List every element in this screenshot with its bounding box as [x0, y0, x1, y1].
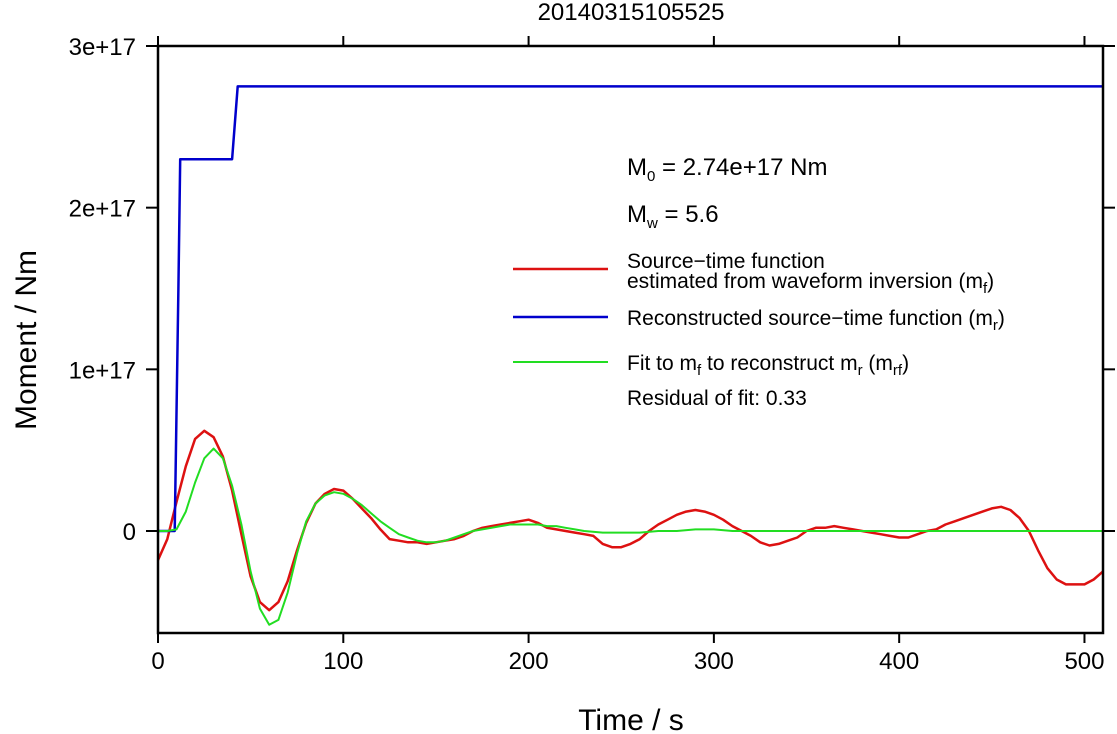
- y-tick-label: 3e+17: [69, 34, 136, 61]
- legend-label-mf-line1: Source−time function: [627, 250, 825, 273]
- legend-label-mr: Reconstructed source−time function (mr): [627, 307, 1005, 334]
- plot-frame: [156, 44, 1105, 635]
- x-tick-label: 100: [323, 648, 363, 675]
- x-tick-label: 300: [694, 648, 734, 675]
- x-tick-label: 400: [879, 648, 919, 675]
- legend: Source−time function estimated from wave…: [513, 250, 1005, 410]
- x-axis-title: Time / s: [578, 704, 684, 734]
- series-line-mr: [158, 85, 1103, 533]
- mw-annotation: Mw = 5.6: [627, 201, 719, 232]
- y-tick-label: 1e+17: [69, 357, 136, 384]
- m0-annotation: M0 = 2.74e+17 Nm: [627, 154, 827, 185]
- ticks-layer: 0 100 200 300 400 500 0 1e+17 2e+17 3e+17: [69, 34, 1115, 675]
- y-tick-label: 0: [123, 519, 136, 546]
- series-line-mrf: [158, 447, 1103, 626]
- series-layer: [156, 85, 1104, 626]
- x-tick-label: 500: [1064, 648, 1104, 675]
- legend-label-mrf: Fit to mf to reconstruct mr (mrf): [627, 352, 909, 379]
- series-line-mf: [156, 429, 1104, 612]
- y-tick-label: 2e+17: [69, 196, 136, 223]
- x-tick-label: 0: [151, 648, 164, 675]
- y-axis-title: Moment / Nm: [10, 250, 43, 430]
- x-tick-label: 200: [509, 648, 549, 675]
- chart-title: 20140315105525: [538, 0, 725, 26]
- legend-label-mf-line2: estimated from waveform inversion (mf): [627, 270, 994, 297]
- residual-annotation: Residual of fit: 0.33: [627, 387, 807, 410]
